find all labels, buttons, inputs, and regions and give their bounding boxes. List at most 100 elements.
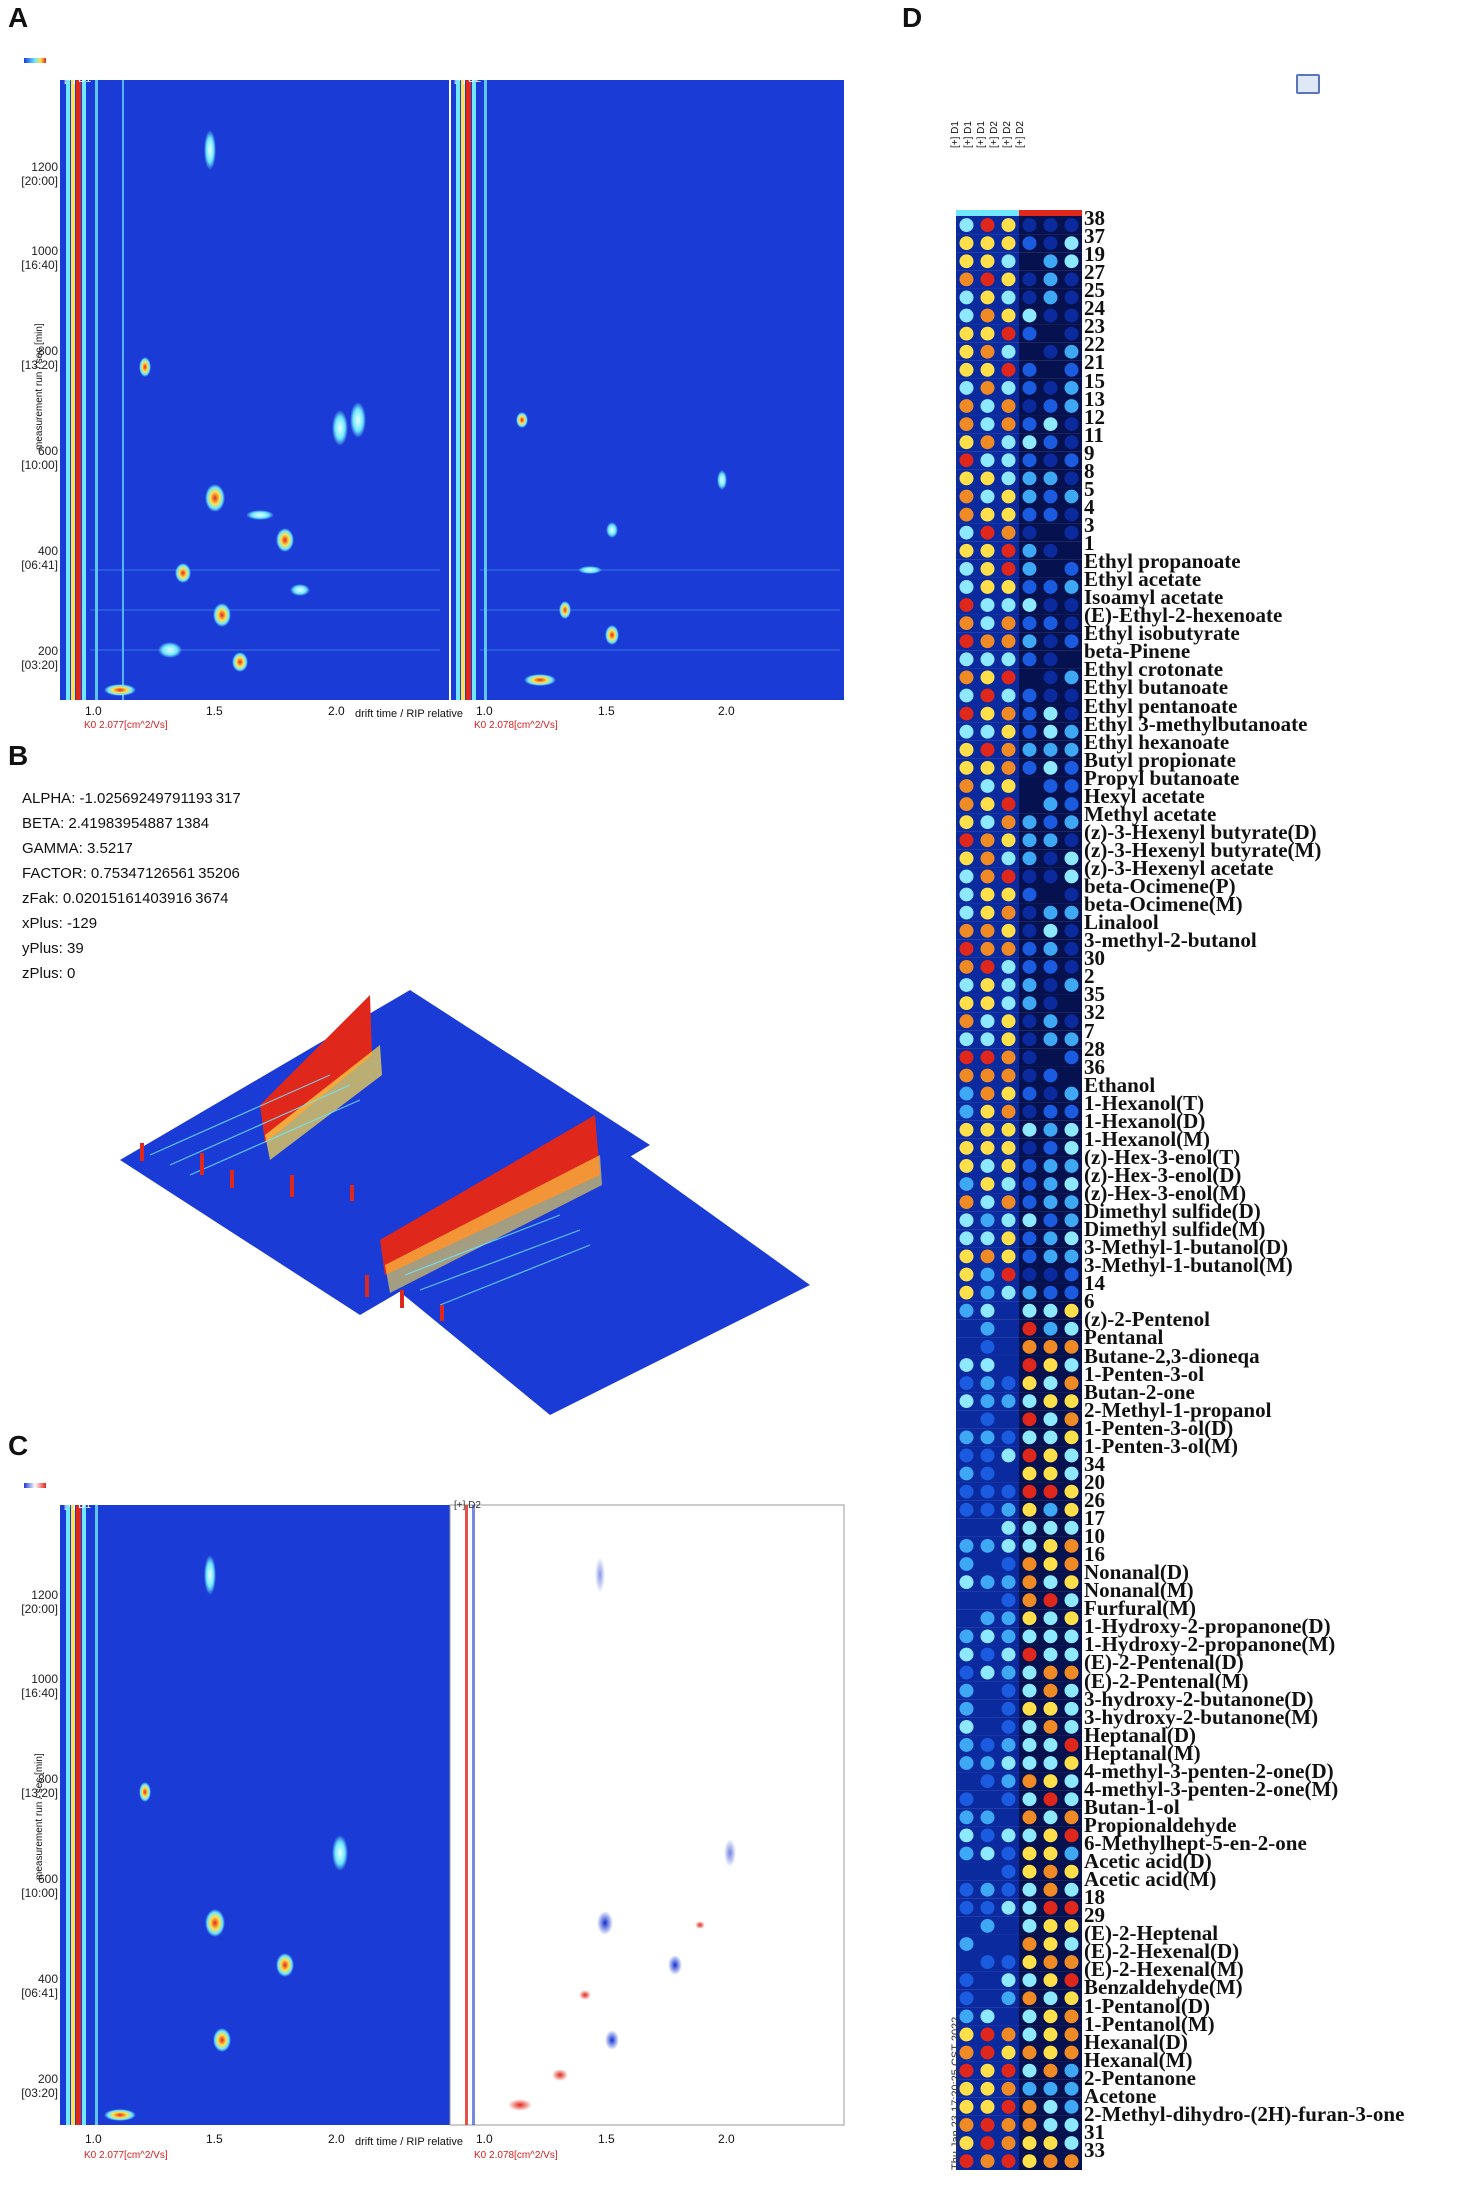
heatmap-spot (1043, 688, 1058, 703)
heatmap-spot (959, 417, 974, 432)
heatmap-spot (1064, 435, 1079, 450)
heatmap-spot (1064, 797, 1079, 811)
heatmap-spot (1064, 1828, 1079, 1843)
heatmap-spot (1022, 1032, 1037, 1047)
heatmap-spot (1043, 254, 1058, 269)
heatmap-spot (980, 1014, 995, 1029)
heatmap-spot (1043, 1502, 1058, 1517)
heatmap-spot (1043, 1846, 1058, 1861)
heatmap-spot (1064, 634, 1079, 649)
heatmap-spot (1001, 1683, 1016, 1698)
compound-label: Heptanal(D) (1084, 1722, 1196, 1747)
heatmap-spot (1043, 1231, 1058, 1246)
heatmap-spot (959, 489, 974, 504)
heatmap-spot (1064, 706, 1079, 721)
heatmap-spot (1022, 1575, 1037, 1589)
heatmap-spot (1064, 1575, 1079, 1589)
compound-label: (E)-2-Heptenal (1084, 1921, 1219, 1946)
heatmap-spot (1001, 1882, 1016, 1897)
heatmap-spot (980, 236, 995, 251)
heatmap-spot (1022, 236, 1037, 251)
heatmap-spot (980, 399, 995, 413)
compound-label: Butyl propionate (1084, 747, 1236, 772)
heatmap-spot (1022, 326, 1037, 341)
heatmap-spot (959, 471, 974, 486)
heatmap-spot (1043, 634, 1058, 649)
heatmap-spot (1022, 797, 1037, 811)
heatmap-spot (1001, 471, 1016, 486)
column-header-1: [+] D1 (950, 121, 961, 148)
heatmap-spot (1001, 1177, 1016, 1191)
heatmap-spot (980, 1376, 995, 1390)
heatmap-spot (1043, 1122, 1058, 1137)
heatmap-spot (1022, 1249, 1037, 1264)
heatmap-spot (1022, 1014, 1037, 1029)
heatmap-spot (1001, 742, 1016, 757)
heatmap-spot (1043, 2027, 1058, 2042)
heatmap-spot (1064, 381, 1079, 395)
x-tick-c-2: 1.5 (206, 2132, 223, 2146)
heatmap-spot (1043, 2136, 1058, 2150)
heatmap-spot (1001, 652, 1016, 667)
heatmap-spot (1022, 2009, 1037, 2024)
compound-label: Heptanal(M) (1084, 1740, 1201, 1765)
heatmap-spot (980, 308, 995, 323)
heatmap-spot (1064, 1557, 1079, 1571)
heatmap-spot (1022, 833, 1037, 848)
heatmap-spot (1064, 1593, 1079, 1608)
heatmap-spot (1064, 1140, 1079, 1155)
heatmap-spot (1043, 905, 1058, 920)
heatmap-spot (1001, 724, 1016, 739)
heatmap-spot (980, 652, 995, 667)
x-tick-a-2: 1.5 (206, 704, 223, 718)
heatmap-spot (980, 254, 995, 269)
heatmap-spot (959, 1502, 974, 1517)
heatmap-spot (1001, 507, 1016, 522)
heatmap-spot (1001, 1774, 1016, 1789)
sample-label-a-d2: [+] D2 (454, 74, 481, 85)
heatmap-spot (1043, 381, 1058, 395)
sample-label-a-d1: [+] D1 (64, 74, 91, 85)
heatmap-spot (1043, 1955, 1058, 1969)
compound-label: 16 (1084, 1542, 1105, 1567)
heatmap-spot (959, 1086, 974, 1101)
heatmap-spot (1001, 1719, 1016, 1734)
compound-label: (z)-Hex-3-enol(D) (1084, 1162, 1242, 1187)
export-icon[interactable] (1296, 74, 1320, 94)
heatmap-spot (1022, 1466, 1037, 1481)
heatmap-spot (1043, 1683, 1058, 1698)
compound-label: 1-Penten-3-ol (1084, 1361, 1205, 1386)
compound-label: 8 (1084, 458, 1095, 483)
heatmap-spot (1001, 941, 1016, 956)
heatmap-spot (1064, 670, 1079, 685)
heatmap-spot (1001, 1738, 1016, 1752)
heatmap-spot (959, 236, 974, 251)
heatmap-spot (1001, 616, 1016, 631)
heatmap-spot (1022, 1792, 1037, 1807)
heatmap-spot (1001, 236, 1016, 251)
heatmap-spot (959, 272, 974, 287)
heatmap-spot (1001, 580, 1016, 594)
heatmap-spot (1022, 869, 1037, 884)
sample-label-c-d2: [+] D2 (454, 1500, 481, 1511)
heatmap-spot (1064, 2154, 1079, 2168)
heatmap-spot (1043, 580, 1058, 594)
heatmap-spot (1064, 362, 1079, 377)
heatmap-spot (980, 1195, 995, 1210)
heatmap-spot (959, 344, 974, 359)
heatmap-spot (1043, 1557, 1058, 1571)
compound-label: 1-Hexanol(T) (1084, 1090, 1205, 1115)
heatmap-spot (1043, 978, 1058, 992)
heatmap-spot (1043, 2154, 1058, 2168)
heatmap-spot (1022, 706, 1037, 721)
compound-label: Ethanol (1084, 1072, 1156, 1097)
heatmap-spot (980, 1430, 995, 1445)
heatmap-spot (959, 923, 974, 938)
heatmap-spot (1043, 1213, 1058, 1228)
heatmap-spot (959, 869, 974, 884)
heatmap-spot (1022, 1086, 1037, 1101)
compound-label: Methyl acetate (1084, 801, 1217, 826)
compound-label: 30 (1084, 946, 1105, 971)
heatmap-spot (959, 1140, 974, 1155)
heatmap-spot (1001, 2099, 1016, 2114)
